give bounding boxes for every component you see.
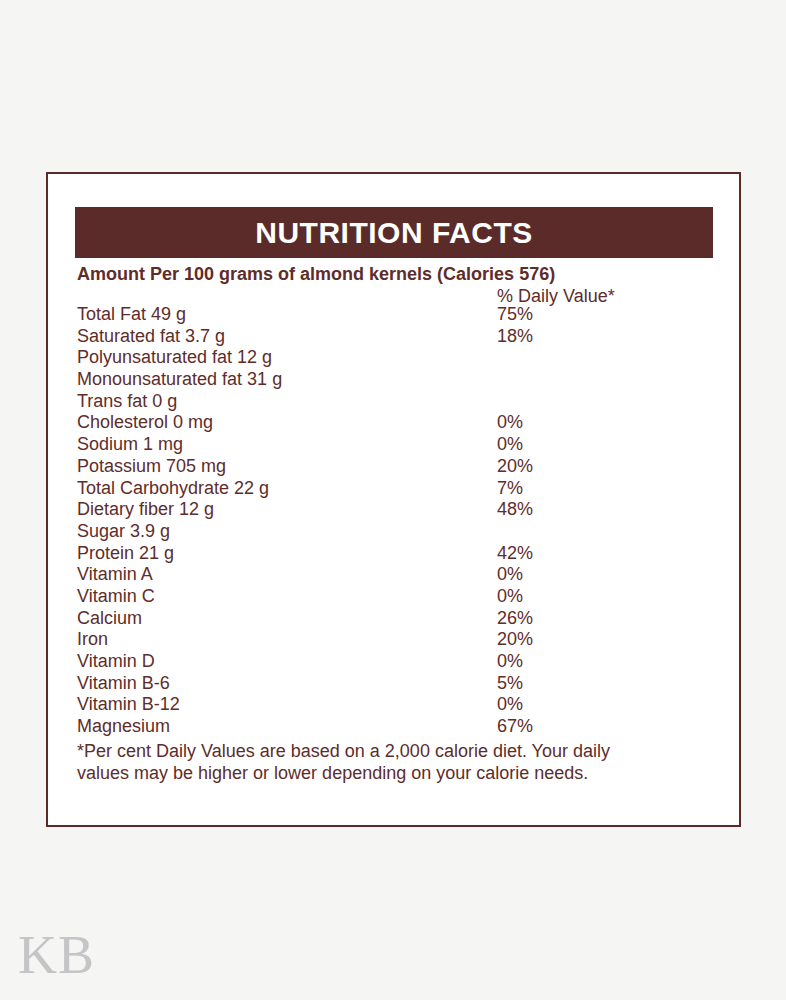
nutrient-daily-value: 0% (497, 694, 523, 716)
nutrient-row: Total Fat 49 g 75% (48, 304, 739, 326)
nutrient-daily-value: 0% (497, 586, 523, 608)
nutrient-daily-value: 0% (497, 651, 523, 673)
nutrient-daily-value: 20% (497, 456, 533, 478)
footnote-line: values may be higher or lower depending … (77, 763, 610, 785)
nutrient-row: Calcium 26% (48, 608, 739, 630)
nutrient-label: Sugar 3.9 g (77, 521, 170, 543)
nutrient-row: Vitamin A 0% (48, 564, 739, 586)
nutrient-label: Calcium (77, 608, 142, 630)
nutrient-row: Protein 21 g 42% (48, 543, 739, 565)
nutrient-row: Trans fat 0 g (48, 391, 739, 413)
nutrient-row: Vitamin C 0% (48, 586, 739, 608)
nutrient-row: Sodium 1 mg 0% (48, 434, 739, 456)
nutrient-label: Polyunsaturated fat 12 g (77, 347, 272, 369)
nutrient-row: Sugar 3.9 g (48, 521, 739, 543)
nutrient-row: Monounsaturated fat 31 g (48, 369, 739, 391)
nutrient-row: Vitamin B-6 5% (48, 673, 739, 695)
nutrient-label: Magnesium (77, 716, 170, 738)
nutrition-facts-title: NUTRITION FACTS (255, 216, 533, 250)
nutrient-daily-value: 7% (497, 478, 523, 500)
nutrient-daily-value: 67% (497, 716, 533, 738)
nutrient-row: Saturated fat 3.7 g 18% (48, 326, 739, 348)
nutrient-row: Total Carbohydrate 22 g 7% (48, 478, 739, 500)
nutrient-label: Vitamin B-6 (77, 673, 170, 695)
nutrient-daily-value: 48% (497, 499, 533, 521)
nutrient-daily-value: 0% (497, 564, 523, 586)
nutrient-daily-value: 0% (497, 412, 523, 434)
nutrient-row: Magnesium 67% (48, 716, 739, 738)
nutrient-label: Total Carbohydrate 22 g (77, 478, 269, 500)
nutrient-row: Dietary fiber 12 g 48% (48, 499, 739, 521)
nutrient-daily-value: 20% (497, 629, 533, 651)
nutrient-label: Trans fat 0 g (77, 391, 177, 413)
footnote-line: *Per cent Daily Values are based on a 2,… (77, 741, 610, 763)
nutrient-daily-value: 26% (497, 608, 533, 630)
nutrient-row: Vitamin D 0% (48, 651, 739, 673)
nutrient-label: Saturated fat 3.7 g (77, 326, 225, 348)
kb-watermark: KB (18, 926, 95, 985)
nutrient-label: Monounsaturated fat 31 g (77, 369, 282, 391)
nutrient-label: Vitamin C (77, 586, 155, 608)
nutrient-label: Vitamin B-12 (77, 694, 180, 716)
nutrient-label: Cholesterol 0 mg (77, 412, 213, 434)
nutrient-label: Total Fat 49 g (77, 304, 186, 326)
nutrient-row: Vitamin B-12 0% (48, 694, 739, 716)
nutrient-label: Iron (77, 629, 108, 651)
nutrient-label: Vitamin D (77, 651, 155, 673)
nutrient-daily-value: 5% (497, 673, 523, 695)
nutrition-facts-card: NUTRITION FACTS Amount Per 100 grams of … (46, 172, 741, 827)
nutrient-row: Polyunsaturated fat 12 g (48, 347, 739, 369)
nutrient-daily-value: 18% (497, 326, 533, 348)
nutrient-row: Cholesterol 0 mg 0% (48, 412, 739, 434)
nutrient-label: Potassium 705 mg (77, 456, 226, 478)
nutrient-rows: Total Fat 49 g 75% Saturated fat 3.7 g 18% P… (48, 304, 739, 738)
nutrient-daily-value: 75% (497, 304, 533, 326)
nutrient-row: Potassium 705 mg 20% (48, 456, 739, 478)
daily-value-footnote: *Per cent Daily Values are based on a 2,… (77, 741, 610, 784)
nutrition-facts-header-bar: NUTRITION FACTS (75, 207, 713, 258)
nutrient-label: Sodium 1 mg (77, 434, 183, 456)
nutrient-row: Iron 20% (48, 629, 739, 651)
nutrient-daily-value: 0% (497, 434, 523, 456)
nutrient-label: Vitamin A (77, 564, 153, 586)
amount-per-serving-line: Amount Per 100 grams of almond kernels (… (77, 264, 555, 285)
nutrient-label: Protein 21 g (77, 543, 174, 565)
nutrient-daily-value: 42% (497, 543, 533, 565)
nutrient-label: Dietary fiber 12 g (77, 499, 214, 521)
